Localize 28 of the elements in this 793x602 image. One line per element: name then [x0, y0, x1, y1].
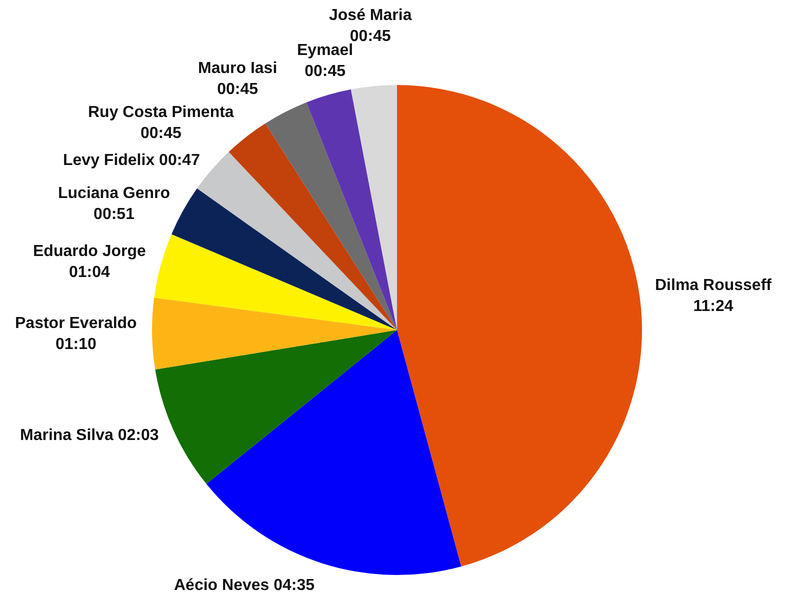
data-label: 00:45 — [350, 28, 391, 45]
data-label: 00:45 — [304, 62, 346, 80]
data-label: 00:45 — [140, 124, 182, 142]
slice-label: José Maria — [329, 7, 412, 24]
data-label: 01:10 — [55, 336, 96, 353]
slice-label: Ruy Costa Pimenta — [88, 104, 234, 121]
pie-slice — [265, 102, 397, 330]
slice-label: Mauro Iasi — [198, 60, 278, 77]
pie-slice — [171, 188, 397, 330]
pie-slice — [397, 85, 642, 566]
slice-label: Pastor Everaldo — [15, 315, 138, 332]
data-label: 01:04 — [68, 264, 110, 281]
slice-label: Dilma Rousseff — [655, 277, 772, 294]
slice-label: Aécio Neves 04:35 — [174, 577, 315, 594]
slice-label: Levy Fidelix 00:47 — [63, 152, 200, 169]
data-label: 00:51 — [94, 206, 135, 223]
slice-label: Eduardo Jorge — [33, 243, 146, 260]
pie-slice — [154, 234, 397, 330]
pie-slice — [228, 123, 397, 330]
slice-label: Marina Silva 02:03 — [20, 427, 159, 444]
pie-slice — [152, 298, 397, 370]
slice-label: Eymael — [297, 42, 354, 59]
pie-slice — [206, 330, 462, 575]
data-label: 11:24 — [693, 298, 734, 315]
slice-label: Luciana Genro — [58, 185, 170, 202]
data-label: 00:45 — [217, 80, 258, 98]
pie-slice — [350, 85, 397, 330]
pie-slice — [306, 89, 397, 330]
